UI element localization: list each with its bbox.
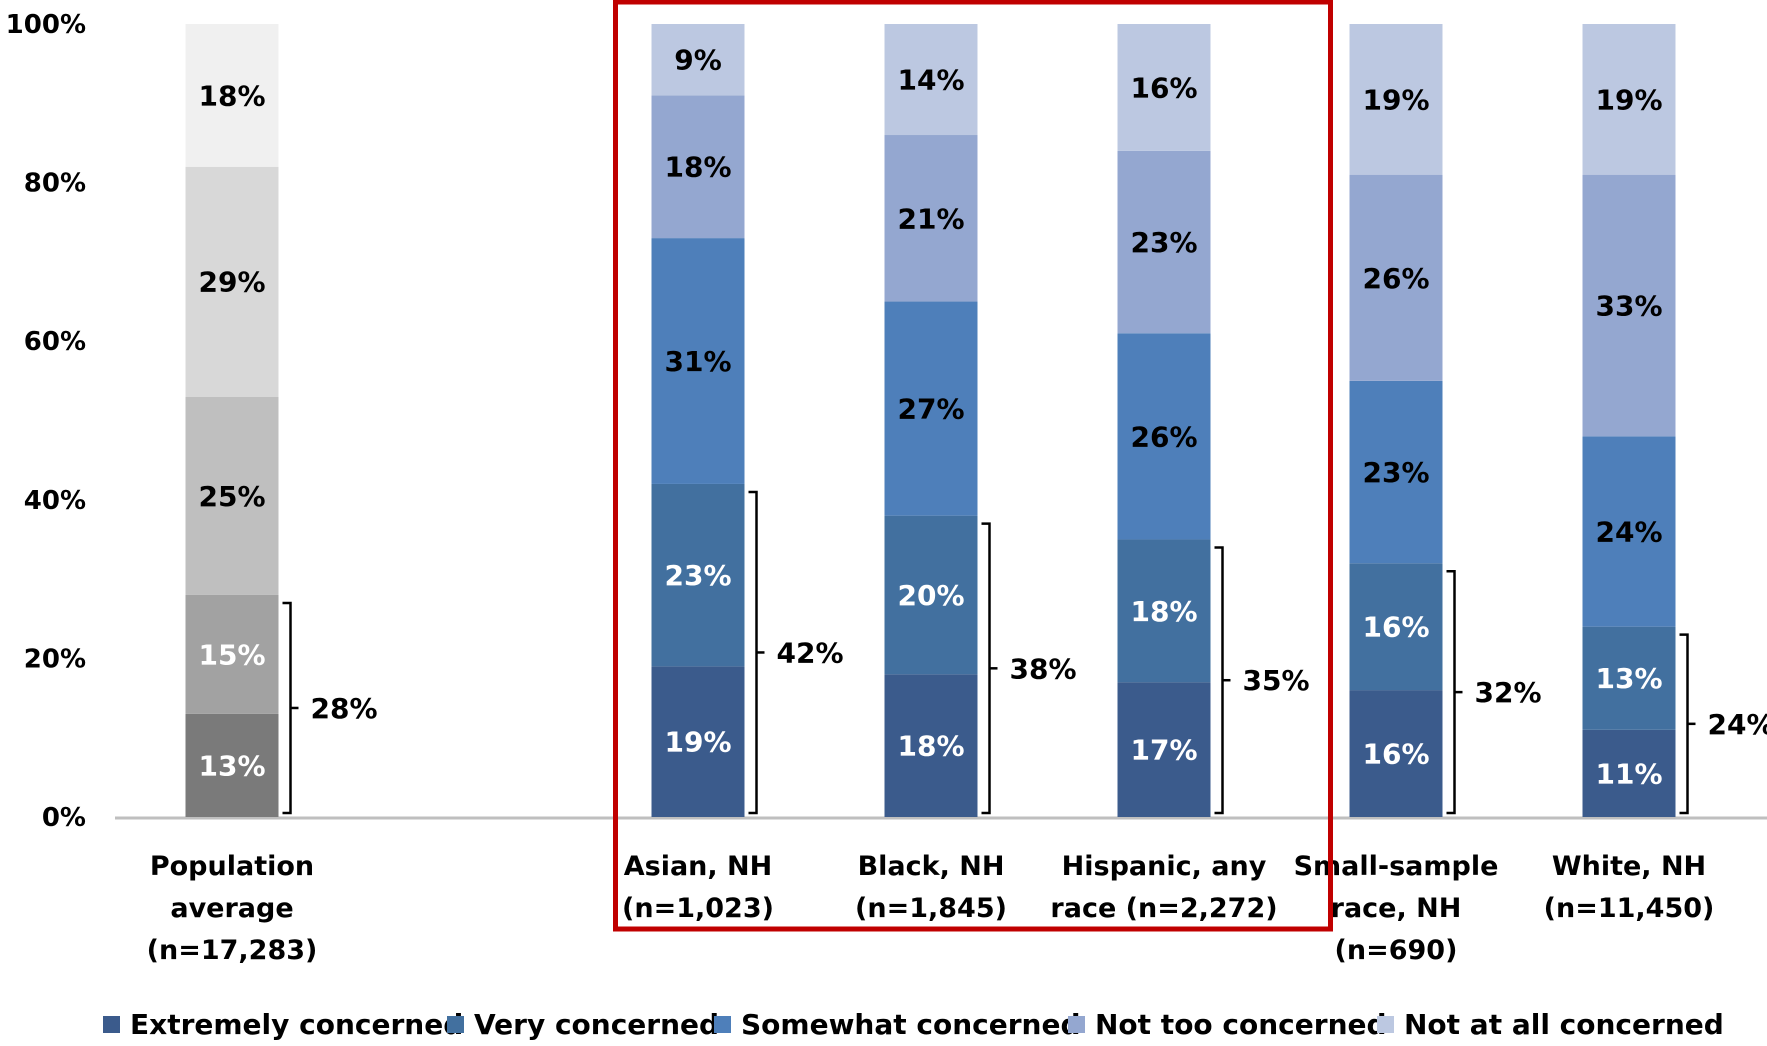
x-category-label: Black, NH [858, 851, 1005, 882]
x-category-label: Population [150, 851, 314, 882]
data-label: 19% [1595, 83, 1662, 116]
x-category-label: White, NH [1552, 851, 1706, 882]
data-label: 15% [198, 638, 265, 671]
data-label: 16% [1362, 738, 1429, 771]
legend-label: Not too concerned [1095, 1008, 1387, 1041]
legend-swatch [714, 1016, 731, 1033]
bracket-total-label: 35% [1243, 664, 1310, 697]
legend-label: Very concerned [474, 1008, 719, 1041]
data-label: 31% [664, 345, 731, 378]
legend-label: Extremely concerned [130, 1008, 463, 1041]
data-label: 23% [1130, 226, 1197, 259]
data-label: 20% [897, 579, 964, 612]
data-label: 23% [1362, 456, 1429, 489]
bracket [982, 524, 990, 813]
bracket [1680, 635, 1688, 813]
data-label: 13% [1595, 662, 1662, 695]
bracket [1215, 547, 1223, 813]
data-label: 18% [664, 151, 731, 184]
x-category-label: (n=1,023) [622, 893, 774, 924]
x-category-label: (n=690) [1335, 935, 1458, 966]
data-label: 19% [1362, 83, 1429, 116]
data-label: 26% [1130, 420, 1197, 453]
bracket-total-label: 32% [1475, 676, 1542, 709]
bracket [749, 492, 757, 813]
legend-label: Somewhat concerned [741, 1008, 1081, 1041]
bracket [1447, 571, 1455, 813]
bracket-total-label: 24% [1708, 708, 1767, 741]
data-label: 13% [198, 749, 265, 782]
data-label: 26% [1362, 262, 1429, 295]
legend-swatch [1377, 1016, 1394, 1033]
y-tick-label: 60% [24, 327, 86, 357]
bracket-total-label: 42% [777, 636, 844, 669]
data-label: 21% [897, 202, 964, 235]
data-label: 29% [198, 266, 265, 299]
x-category-label: Hispanic, any [1062, 851, 1267, 882]
data-label: 19% [664, 726, 731, 759]
x-category-label: race, NH [1331, 893, 1462, 924]
x-category-label: (n=1,845) [855, 893, 1007, 924]
data-label: 14% [897, 64, 964, 97]
y-tick-label: 80% [24, 169, 86, 199]
data-label: 33% [1595, 290, 1662, 323]
data-label: 24% [1595, 516, 1662, 549]
y-tick-label: 100% [6, 10, 86, 40]
data-label: 9% [674, 44, 722, 77]
x-category-label: race (n=2,272) [1050, 893, 1277, 924]
x-category-label: average [170, 893, 293, 924]
x-category-label: Small-sample [1294, 851, 1499, 882]
data-label: 17% [1130, 734, 1197, 767]
legend-swatch [447, 1016, 464, 1033]
y-tick-label: 0% [42, 803, 86, 833]
data-label: 18% [198, 79, 265, 112]
legend-swatch [1068, 1016, 1085, 1033]
bracket [283, 603, 291, 813]
data-label: 27% [897, 393, 964, 426]
legend-swatch [103, 1016, 120, 1033]
y-tick-label: 20% [24, 644, 86, 674]
data-label: 25% [198, 480, 265, 513]
data-label: 16% [1130, 71, 1197, 104]
data-label: 18% [1130, 595, 1197, 628]
y-tick-label: 40% [24, 486, 86, 516]
x-category-label: Asian, NH [624, 851, 773, 882]
data-label: 18% [897, 730, 964, 763]
bracket-total-label: 38% [1010, 652, 1077, 685]
x-category-label: (n=17,283) [147, 935, 318, 966]
bracket-total-label: 28% [311, 692, 378, 725]
data-label: 16% [1362, 611, 1429, 644]
data-label: 23% [664, 559, 731, 592]
data-label: 11% [1595, 757, 1662, 790]
x-category-label: (n=11,450) [1544, 893, 1715, 924]
legend-label: Not at all concerned [1404, 1008, 1724, 1041]
